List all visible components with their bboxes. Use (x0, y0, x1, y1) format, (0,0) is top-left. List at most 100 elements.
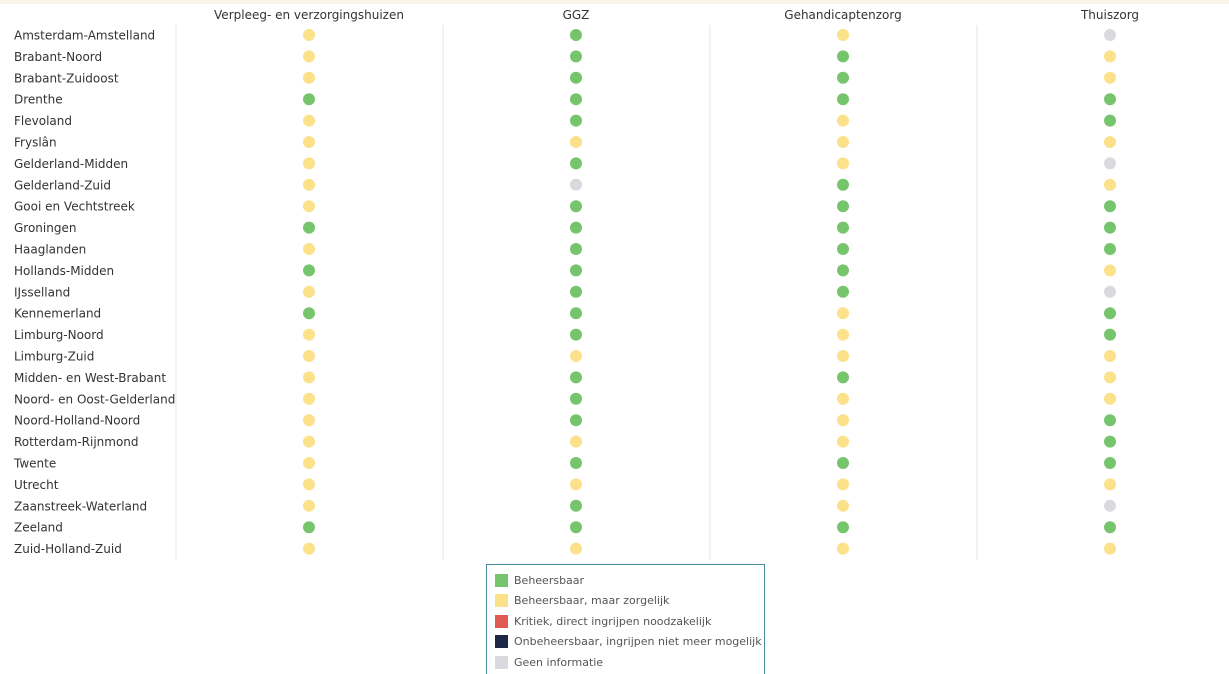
status-dot-amsterdam-amstelland-ggz (570, 29, 582, 41)
status-dot-brabant-noord-thuiszorg (1104, 50, 1116, 63)
status-dot-zeeland-gehandicaptenzorg (837, 521, 849, 534)
status-dot-flevoland-verpleeg-en-verzorgingshuizen (303, 114, 315, 127)
status-dot-limburg-zuid-gehandicaptenzorg (837, 350, 849, 362)
status-dot-noord-en-oost-gelderland-gehandicaptenzorg (837, 392, 849, 405)
status-dot-drenthe-thuiszorg (1104, 93, 1116, 106)
row-label-groningen: Groningen (14, 221, 76, 235)
legend-label: Onbeheersbaar, ingrijpen niet meer mogel… (514, 635, 762, 648)
status-dot-hollands-midden-gehandicaptenzorg (837, 264, 849, 277)
status-dot-gooi-en-vechtstreek-gehandicaptenzorg (837, 200, 849, 213)
status-dot-flevoland-thuiszorg (1104, 114, 1116, 127)
legend-swatch (495, 635, 508, 648)
status-dot-midden-en-west-brabant-thuiszorg (1104, 371, 1116, 384)
status-dot-ijsselland-thuiszorg (1104, 285, 1116, 298)
status-dot-gelderland-zuid-thuiszorg (1104, 178, 1116, 191)
status-dots (303, 29, 1116, 555)
status-dot-fryslan-gehandicaptenzorg (837, 136, 849, 148)
status-dot-noord-holland-noord-thuiszorg (1104, 414, 1116, 427)
status-matrix-chart: Verpleeg- en verzorgingshuizen GGZ Gehandi… (13, 8, 1139, 560)
status-dot-groningen-thuiszorg (1104, 221, 1116, 234)
row-label-haaglanden: Haaglanden (14, 243, 86, 257)
status-dot-twente-verpleeg-en-verzorgingshuizen (303, 457, 315, 469)
status-dot-brabant-noord-gehandicaptenzorg (837, 50, 849, 63)
status-dot-gelderland-zuid-verpleeg-en-verzorgingshuizen (303, 178, 315, 191)
status-dot-zaanstreek-waterland-ggz (570, 499, 582, 512)
status-dot-zuid-holland-zuid-verpleeg-en-verzorgingshuizen (303, 542, 315, 555)
status-dot-amsterdam-amstelland-thuiszorg (1104, 29, 1116, 41)
row-label-noord-en-oost-gelderland: Noord- en Oost-Gelderland (14, 392, 175, 406)
status-dot-limburg-zuid-verpleeg-en-verzorgingshuizen (303, 350, 315, 362)
row-label-gelderland-midden: Gelderland-Midden (14, 157, 128, 171)
legend-swatch (495, 594, 508, 607)
row-label-rotterdam-rijnmond: Rotterdam-Rijnmond (14, 435, 139, 449)
status-dot-brabant-zuidoost-gehandicaptenzorg (837, 71, 849, 84)
row-label-utrecht: Utrecht (14, 478, 59, 492)
status-dot-groningen-ggz (570, 221, 582, 234)
legend-label: Beheersbaar, maar zorgelijk (514, 594, 670, 607)
status-dot-noord-en-oost-gelderland-thuiszorg (1104, 392, 1116, 405)
legend-swatch (495, 655, 508, 669)
status-dot-gelderland-midden-thuiszorg (1104, 157, 1116, 170)
status-dot-fryslan-ggz (570, 136, 582, 148)
legend-item-onbeheersbaar-ingrijpen-niet-meer-mogelijk: Onbeheersbaar, ingrijpen niet meer mogel… (495, 634, 762, 650)
status-dot-noord-holland-noord-ggz (570, 414, 582, 427)
row-label-kennemerland: Kennemerland (14, 307, 101, 321)
row-label-ijsselland: IJsselland (14, 285, 70, 299)
column-dividers (175, 25, 978, 560)
status-dot-limburg-noord-gehandicaptenzorg (837, 328, 849, 341)
status-dot-twente-thuiszorg (1104, 457, 1116, 469)
row-label-brabant-zuidoost: Brabant-Zuidoost (14, 71, 119, 85)
status-dot-brabant-zuidoost-verpleeg-en-verzorgingshuizen (303, 71, 315, 84)
status-dot-zeeland-ggz (570, 521, 582, 534)
status-dot-gelderland-zuid-gehandicaptenzorg (837, 178, 849, 191)
status-dot-gooi-en-vechtstreek-ggz (570, 200, 582, 213)
status-dot-zeeland-thuiszorg (1104, 521, 1116, 534)
legend-swatch (495, 614, 508, 628)
status-dot-brabant-noord-ggz (570, 50, 582, 63)
status-dot-ijsselland-gehandicaptenzorg (837, 285, 849, 298)
status-dot-gelderland-zuid-ggz (570, 178, 582, 191)
legend-label: Kritiek, direct ingrijpen noodzakelijk (514, 614, 712, 628)
status-dot-brabant-zuidoost-ggz (570, 71, 582, 84)
status-dot-limburg-noord-ggz (570, 328, 582, 341)
status-dot-rotterdam-rijnmond-thuiszorg (1104, 435, 1116, 448)
status-dot-zaanstreek-waterland-gehandicaptenzorg (837, 499, 849, 512)
status-dot-zuid-holland-zuid-ggz (570, 542, 582, 555)
status-dot-hollands-midden-verpleeg-en-verzorgingshuizen (303, 264, 315, 277)
row-label-hollands-midden: Hollands-Midden (14, 264, 114, 278)
status-dot-gooi-en-vechtstreek-verpleeg-en-verzorgingshuizen (303, 200, 315, 213)
column-header-thuiszorg: Thuiszorg (1080, 8, 1139, 22)
status-dot-zuid-holland-zuid-gehandicaptenzorg (837, 542, 849, 555)
legend-item-kritiek-direct-ingrijpen-noodzakelijk: Kritiek, direct ingrijpen noodzakelijk (495, 613, 711, 629)
status-dot-drenthe-ggz (570, 93, 582, 106)
status-dot-ijsselland-verpleeg-en-verzorgingshuizen (303, 285, 315, 298)
status-dot-gooi-en-vechtstreek-thuiszorg (1104, 200, 1116, 213)
status-dot-ijsselland-ggz (570, 285, 582, 298)
status-dot-amsterdam-amstelland-verpleeg-en-verzorgingshuizen (303, 29, 315, 41)
row-label-amsterdam-amstelland: Amsterdam-Amstelland (14, 29, 155, 43)
status-dot-limburg-noord-verpleeg-en-verzorgingshuizen (303, 328, 315, 341)
row-label-drenthe: Drenthe (14, 93, 63, 107)
status-dot-haaglanden-ggz (570, 243, 582, 255)
status-dot-zaanstreek-waterland-thuiszorg (1104, 499, 1116, 512)
status-dot-noord-en-oost-gelderland-verpleeg-en-verzorgingshuizen (303, 392, 315, 405)
status-dot-limburg-zuid-ggz (570, 350, 582, 362)
status-dot-drenthe-gehandicaptenzorg (837, 93, 849, 106)
row-label-midden-en-west-brabant: Midden- en West-Brabant (14, 371, 166, 385)
status-dot-kennemerland-ggz (570, 307, 582, 320)
row-label-limburg-noord: Limburg-Noord (14, 328, 104, 342)
status-dot-midden-en-west-brabant-gehandicaptenzorg (837, 371, 849, 384)
status-dot-noord-holland-noord-gehandicaptenzorg (837, 414, 849, 427)
status-dot-utrecht-gehandicaptenzorg (837, 478, 849, 491)
legend: Beheersbaar Beheersbaar, maar zorgelijk Kr… (486, 564, 765, 674)
status-dot-gelderland-midden-gehandicaptenzorg (837, 157, 849, 170)
status-dot-gelderland-midden-ggz (570, 157, 582, 170)
legend-label: Beheersbaar (514, 573, 585, 587)
row-label-flevoland: Flevoland (14, 114, 72, 128)
status-dot-limburg-zuid-thuiszorg (1104, 350, 1116, 362)
status-dot-midden-en-west-brabant-ggz (570, 371, 582, 384)
status-dot-noord-en-oost-gelderland-ggz (570, 392, 582, 405)
row-labels: Amsterdam-Amstelland Brabant-Noord Brabant… (13, 29, 175, 557)
legend-item-geen-informatie: Geen informatie (495, 654, 603, 670)
column-header-verpleeg-en-verzorgingshuizen: Verpleeg- en verzorgingshuizen (214, 8, 404, 22)
